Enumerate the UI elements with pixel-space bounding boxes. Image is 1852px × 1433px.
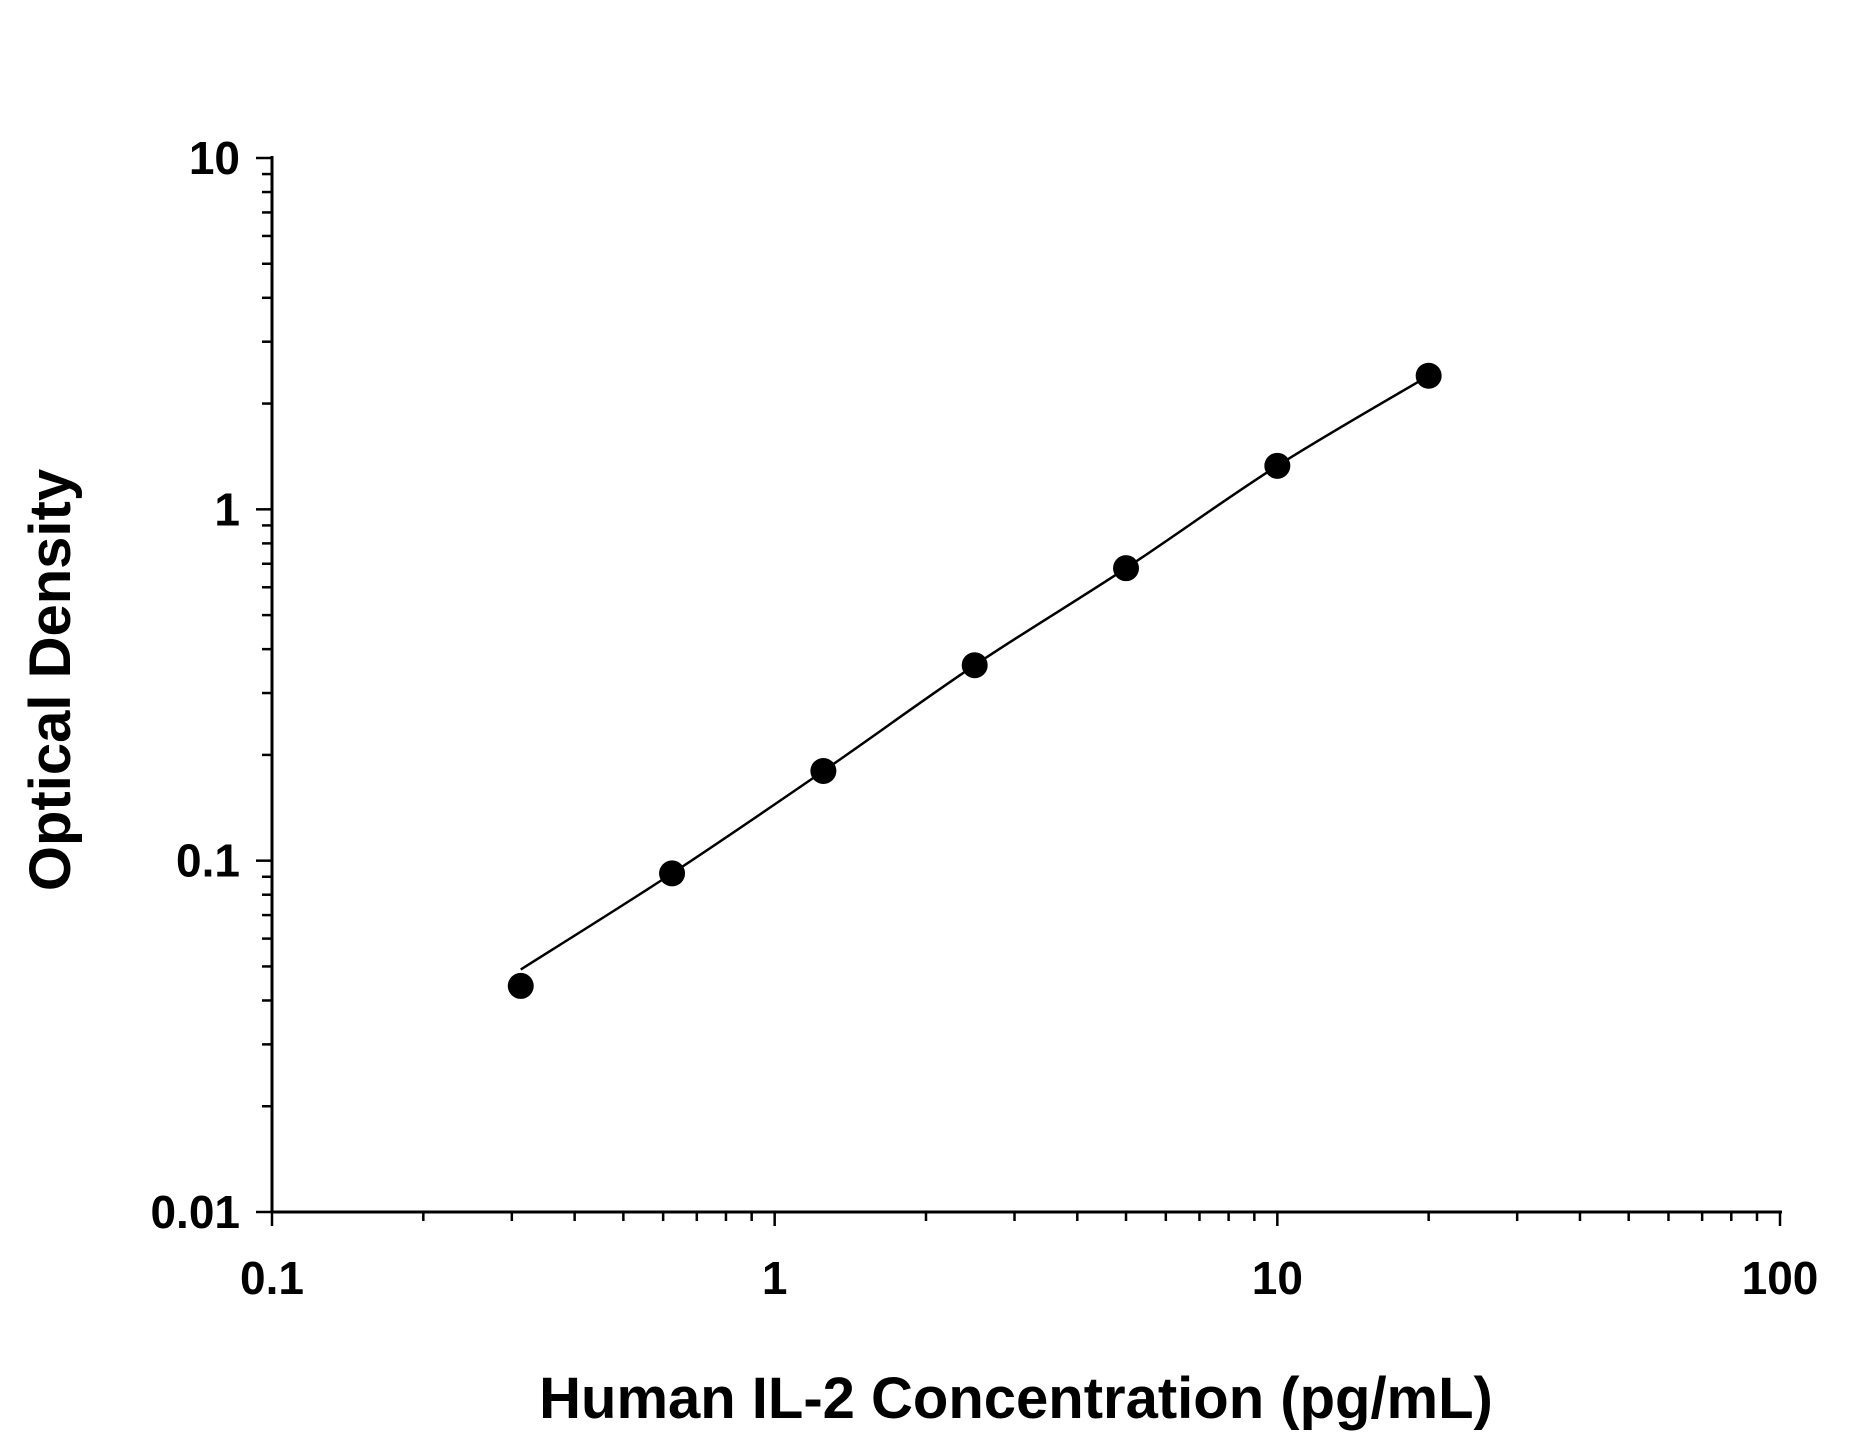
data-point: [961, 652, 988, 679]
data-point: [1264, 452, 1291, 479]
data-points: [507, 362, 1442, 999]
axis-ticks: [256, 156, 1782, 1226]
x-tick-label: 100: [1742, 1252, 1819, 1304]
data-point: [659, 860, 686, 887]
data-point: [1113, 555, 1140, 582]
y-tick-label: 1: [214, 483, 240, 535]
y-tick-label: 0.1: [176, 835, 240, 887]
y-tick-label: 10: [189, 132, 240, 184]
y-tick-label: 0.01: [150, 1186, 240, 1238]
axes: [270, 156, 1782, 1214]
data-point: [1415, 362, 1442, 389]
x-tick-label: 1: [762, 1252, 788, 1304]
data-point: [507, 972, 534, 999]
x-axis-title: Human IL-2 Concentration (pg/mL): [539, 1366, 1493, 1431]
data-point: [810, 757, 837, 784]
x-tick-label: 0.1: [240, 1252, 304, 1304]
y-axis-title: Optical Density: [18, 469, 83, 891]
x-tick-label: 10: [1252, 1252, 1303, 1304]
